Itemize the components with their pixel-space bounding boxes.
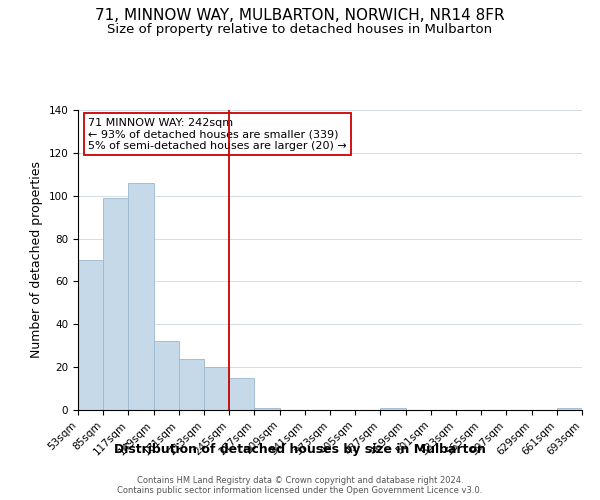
- Bar: [179, 358, 204, 410]
- Bar: [154, 342, 179, 410]
- Text: 71, MINNOW WAY, MULBARTON, NORWICH, NR14 8FR: 71, MINNOW WAY, MULBARTON, NORWICH, NR14…: [95, 8, 505, 22]
- Bar: [78, 260, 103, 410]
- Bar: [254, 408, 280, 410]
- Y-axis label: Number of detached properties: Number of detached properties: [30, 162, 43, 358]
- Bar: [204, 367, 229, 410]
- Text: Size of property relative to detached houses in Mulbarton: Size of property relative to detached ho…: [107, 22, 493, 36]
- Text: 71 MINNOW WAY: 242sqm
← 93% of detached houses are smaller (339)
5% of semi-deta: 71 MINNOW WAY: 242sqm ← 93% of detached …: [88, 118, 347, 150]
- Bar: [103, 198, 128, 410]
- Bar: [557, 408, 582, 410]
- Bar: [380, 408, 406, 410]
- Bar: [128, 183, 154, 410]
- Bar: [229, 378, 254, 410]
- Text: Distribution of detached houses by size in Mulbarton: Distribution of detached houses by size …: [114, 442, 486, 456]
- Text: Contains HM Land Registry data © Crown copyright and database right 2024.
Contai: Contains HM Land Registry data © Crown c…: [118, 476, 482, 495]
